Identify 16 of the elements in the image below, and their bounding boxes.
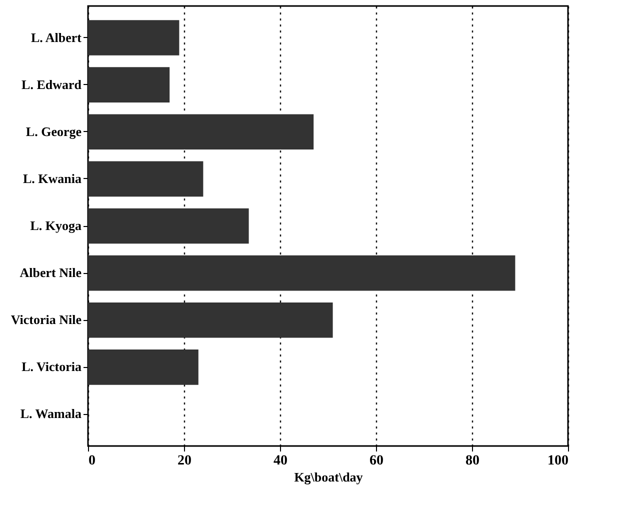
y-tick-label: Victoria Nile (10, 312, 82, 328)
y-tick-label: L. George (26, 124, 82, 139)
x-tick-label: 40 (274, 454, 288, 468)
y-tick-label: L. Wamala (20, 406, 82, 422)
x-tick-label: 60 (370, 454, 384, 468)
x-tick-label: 100 (548, 454, 568, 468)
y-tick-label: L. Edward (22, 76, 82, 92)
y-tick-label: Albert Nile (20, 265, 82, 280)
y-tick-label: L. Victoria (22, 359, 82, 374)
x-axis-title: Kg\boat\day (294, 470, 364, 484)
x-tick-label: 0 (88, 454, 96, 468)
y-tick-label: L. Kyoga (30, 218, 82, 233)
y-tick-label: L. Kwania (22, 170, 82, 186)
x-tick-label: 80 (466, 454, 480, 468)
x-tick-label: 20 (178, 454, 192, 468)
y-tick-label: L. Albert (30, 30, 82, 45)
